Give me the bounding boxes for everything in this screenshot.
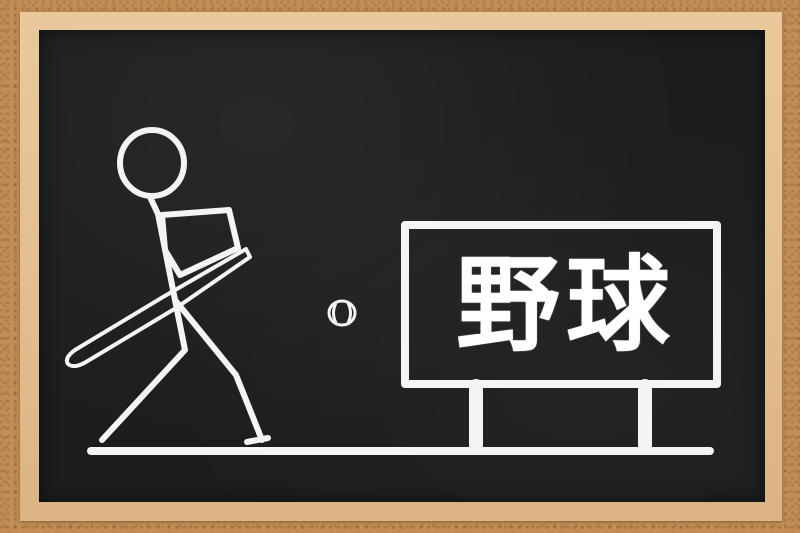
stick-figure-front-leg [172, 297, 265, 443]
sign-label: 野球 [455, 244, 676, 366]
stick-figure-back-leg [99, 297, 188, 443]
stick-figure-arm [159, 207, 241, 278]
baseball-bat [64, 247, 252, 369]
baseball-icon [327, 299, 357, 327]
stick-figure-neck [147, 194, 161, 217]
stick-figure-foot [244, 435, 271, 445]
signboard [401, 221, 721, 453]
stick-figure-batter [99, 127, 271, 445]
stick-figure-head [117, 127, 187, 199]
